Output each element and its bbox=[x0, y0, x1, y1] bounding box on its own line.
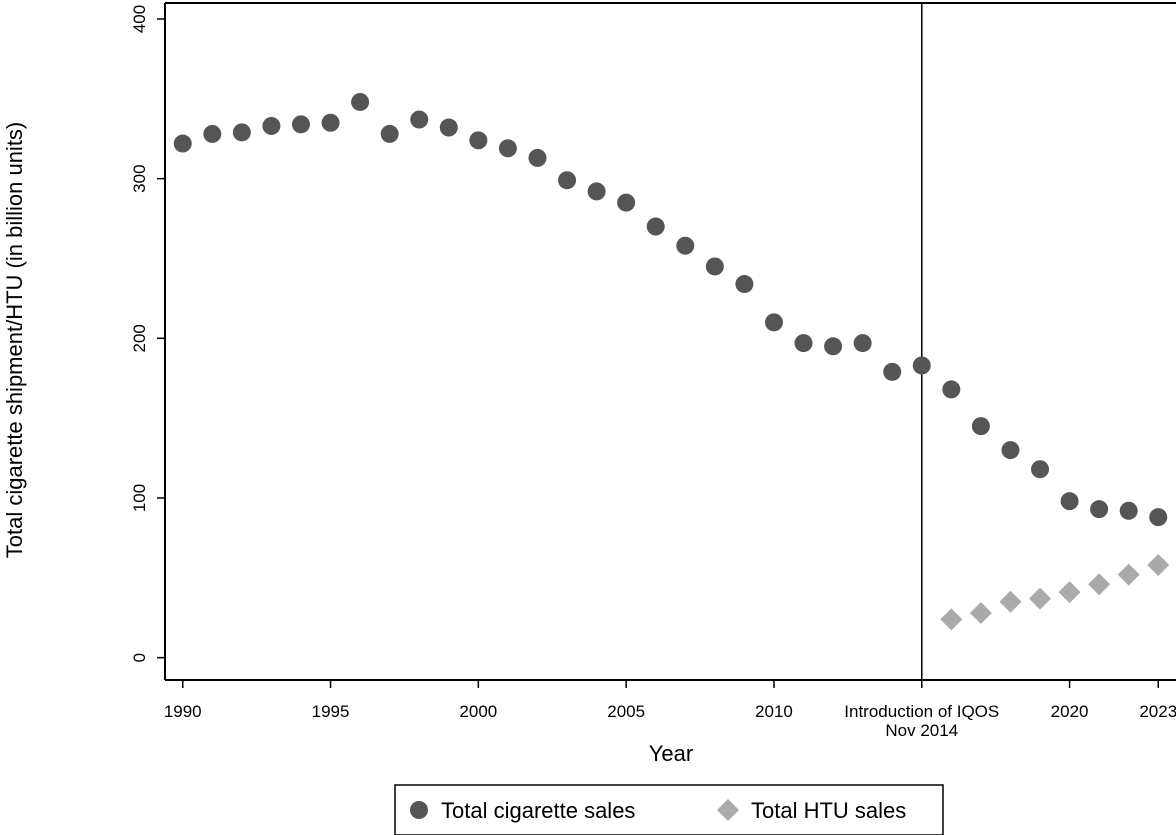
cigarette-sales-point bbox=[469, 131, 488, 150]
cigarette-sales-point bbox=[1031, 460, 1050, 479]
htu-sales-point bbox=[1147, 554, 1170, 577]
cigarette-sales-point bbox=[173, 134, 192, 153]
htu-sales-point bbox=[940, 608, 963, 631]
legend-label-htu: Total HTU sales bbox=[751, 798, 906, 823]
htu-sales-point bbox=[1029, 587, 1052, 610]
cigarette-sales-point bbox=[942, 380, 961, 399]
cigarette-sales-point bbox=[971, 417, 990, 436]
cigarette-sales-point bbox=[735, 275, 754, 294]
y-ticks: 0 100 200 300 400 bbox=[130, 5, 165, 662]
cigarette-sales-point bbox=[912, 356, 931, 375]
cigarette-sales-point bbox=[203, 124, 222, 143]
x-tick-label: 1990 bbox=[164, 702, 202, 721]
x-tick-label: 1995 bbox=[312, 702, 350, 721]
legend-marker-htu bbox=[717, 799, 739, 821]
x-ticks: 1990 1995 2000 2005 2010 2020 2023 bbox=[164, 680, 1176, 721]
x-tick-label: 2023 bbox=[1139, 702, 1176, 721]
cigarette-sales-point bbox=[1149, 508, 1168, 527]
cigarette-sales-point bbox=[410, 110, 429, 129]
htu-sales-point bbox=[1088, 573, 1111, 596]
x-tick-label: 2010 bbox=[755, 702, 793, 721]
y-tick-label: 100 bbox=[130, 484, 149, 512]
y-tick-label: 300 bbox=[130, 164, 149, 192]
cigarette-sales-point bbox=[617, 193, 636, 212]
cigarette-sales-point bbox=[321, 113, 340, 132]
x-axis-title: Year bbox=[649, 741, 693, 766]
x-tick-label: 2000 bbox=[459, 702, 497, 721]
htu-sales-point bbox=[1117, 563, 1140, 586]
series-layer bbox=[173, 92, 1170, 631]
cigarette-sales-point bbox=[1060, 492, 1079, 511]
series-cigarette-sales bbox=[173, 92, 1168, 527]
cigarette-sales-point bbox=[351, 92, 370, 111]
cigarette-sales-point bbox=[705, 257, 724, 276]
series-htu-sales bbox=[940, 554, 1170, 631]
cigarette-sales-point bbox=[439, 118, 458, 137]
cigarette-sales-point bbox=[676, 236, 695, 255]
cigarette-sales-point bbox=[853, 334, 872, 353]
y-axis-title: Total cigarette shipment/HTU (in billion… bbox=[2, 122, 27, 559]
cigarette-sales-point bbox=[824, 337, 843, 356]
cigarette-sales-point bbox=[498, 139, 517, 158]
cigarette-sales-point bbox=[291, 115, 310, 134]
y-tick-label: 200 bbox=[130, 324, 149, 352]
cigarette-sales-point bbox=[764, 313, 783, 332]
x-tick-label: 2005 bbox=[607, 702, 645, 721]
cigarette-sales-point bbox=[558, 171, 577, 190]
cigarette-sales-point bbox=[262, 116, 281, 135]
cigarette-sales-point bbox=[232, 123, 251, 142]
htu-sales-point bbox=[969, 601, 992, 624]
legend-box bbox=[394, 784, 944, 835]
cigarette-sales-point bbox=[883, 362, 902, 381]
cigarette-sales-point bbox=[794, 334, 813, 353]
cigarette-sales-point bbox=[646, 217, 665, 236]
legend: Total cigarette sales Total HTU sales bbox=[394, 784, 944, 835]
cigarette-sales-point bbox=[1001, 441, 1020, 460]
cigarette-sales-point bbox=[1090, 500, 1109, 519]
legend-label-cigarette: Total cigarette sales bbox=[441, 798, 635, 823]
htu-sales-point bbox=[999, 590, 1022, 613]
cigarette-sales-point bbox=[528, 148, 547, 167]
x-tick-label: 2020 bbox=[1051, 702, 1089, 721]
y-tick-label: 0 bbox=[130, 653, 149, 662]
cigarette-sales-point bbox=[1119, 501, 1138, 520]
iqos-intro-label: Introduction of IQOS bbox=[844, 702, 999, 721]
cigarette-sales-point bbox=[380, 124, 399, 143]
cigarette-sales-point bbox=[587, 182, 606, 201]
y-tick-label: 400 bbox=[130, 5, 149, 33]
htu-sales-point bbox=[1058, 581, 1081, 604]
legend-marker-cigarette bbox=[410, 801, 428, 819]
iqos-intro-date: Nov 2014 bbox=[885, 721, 958, 740]
